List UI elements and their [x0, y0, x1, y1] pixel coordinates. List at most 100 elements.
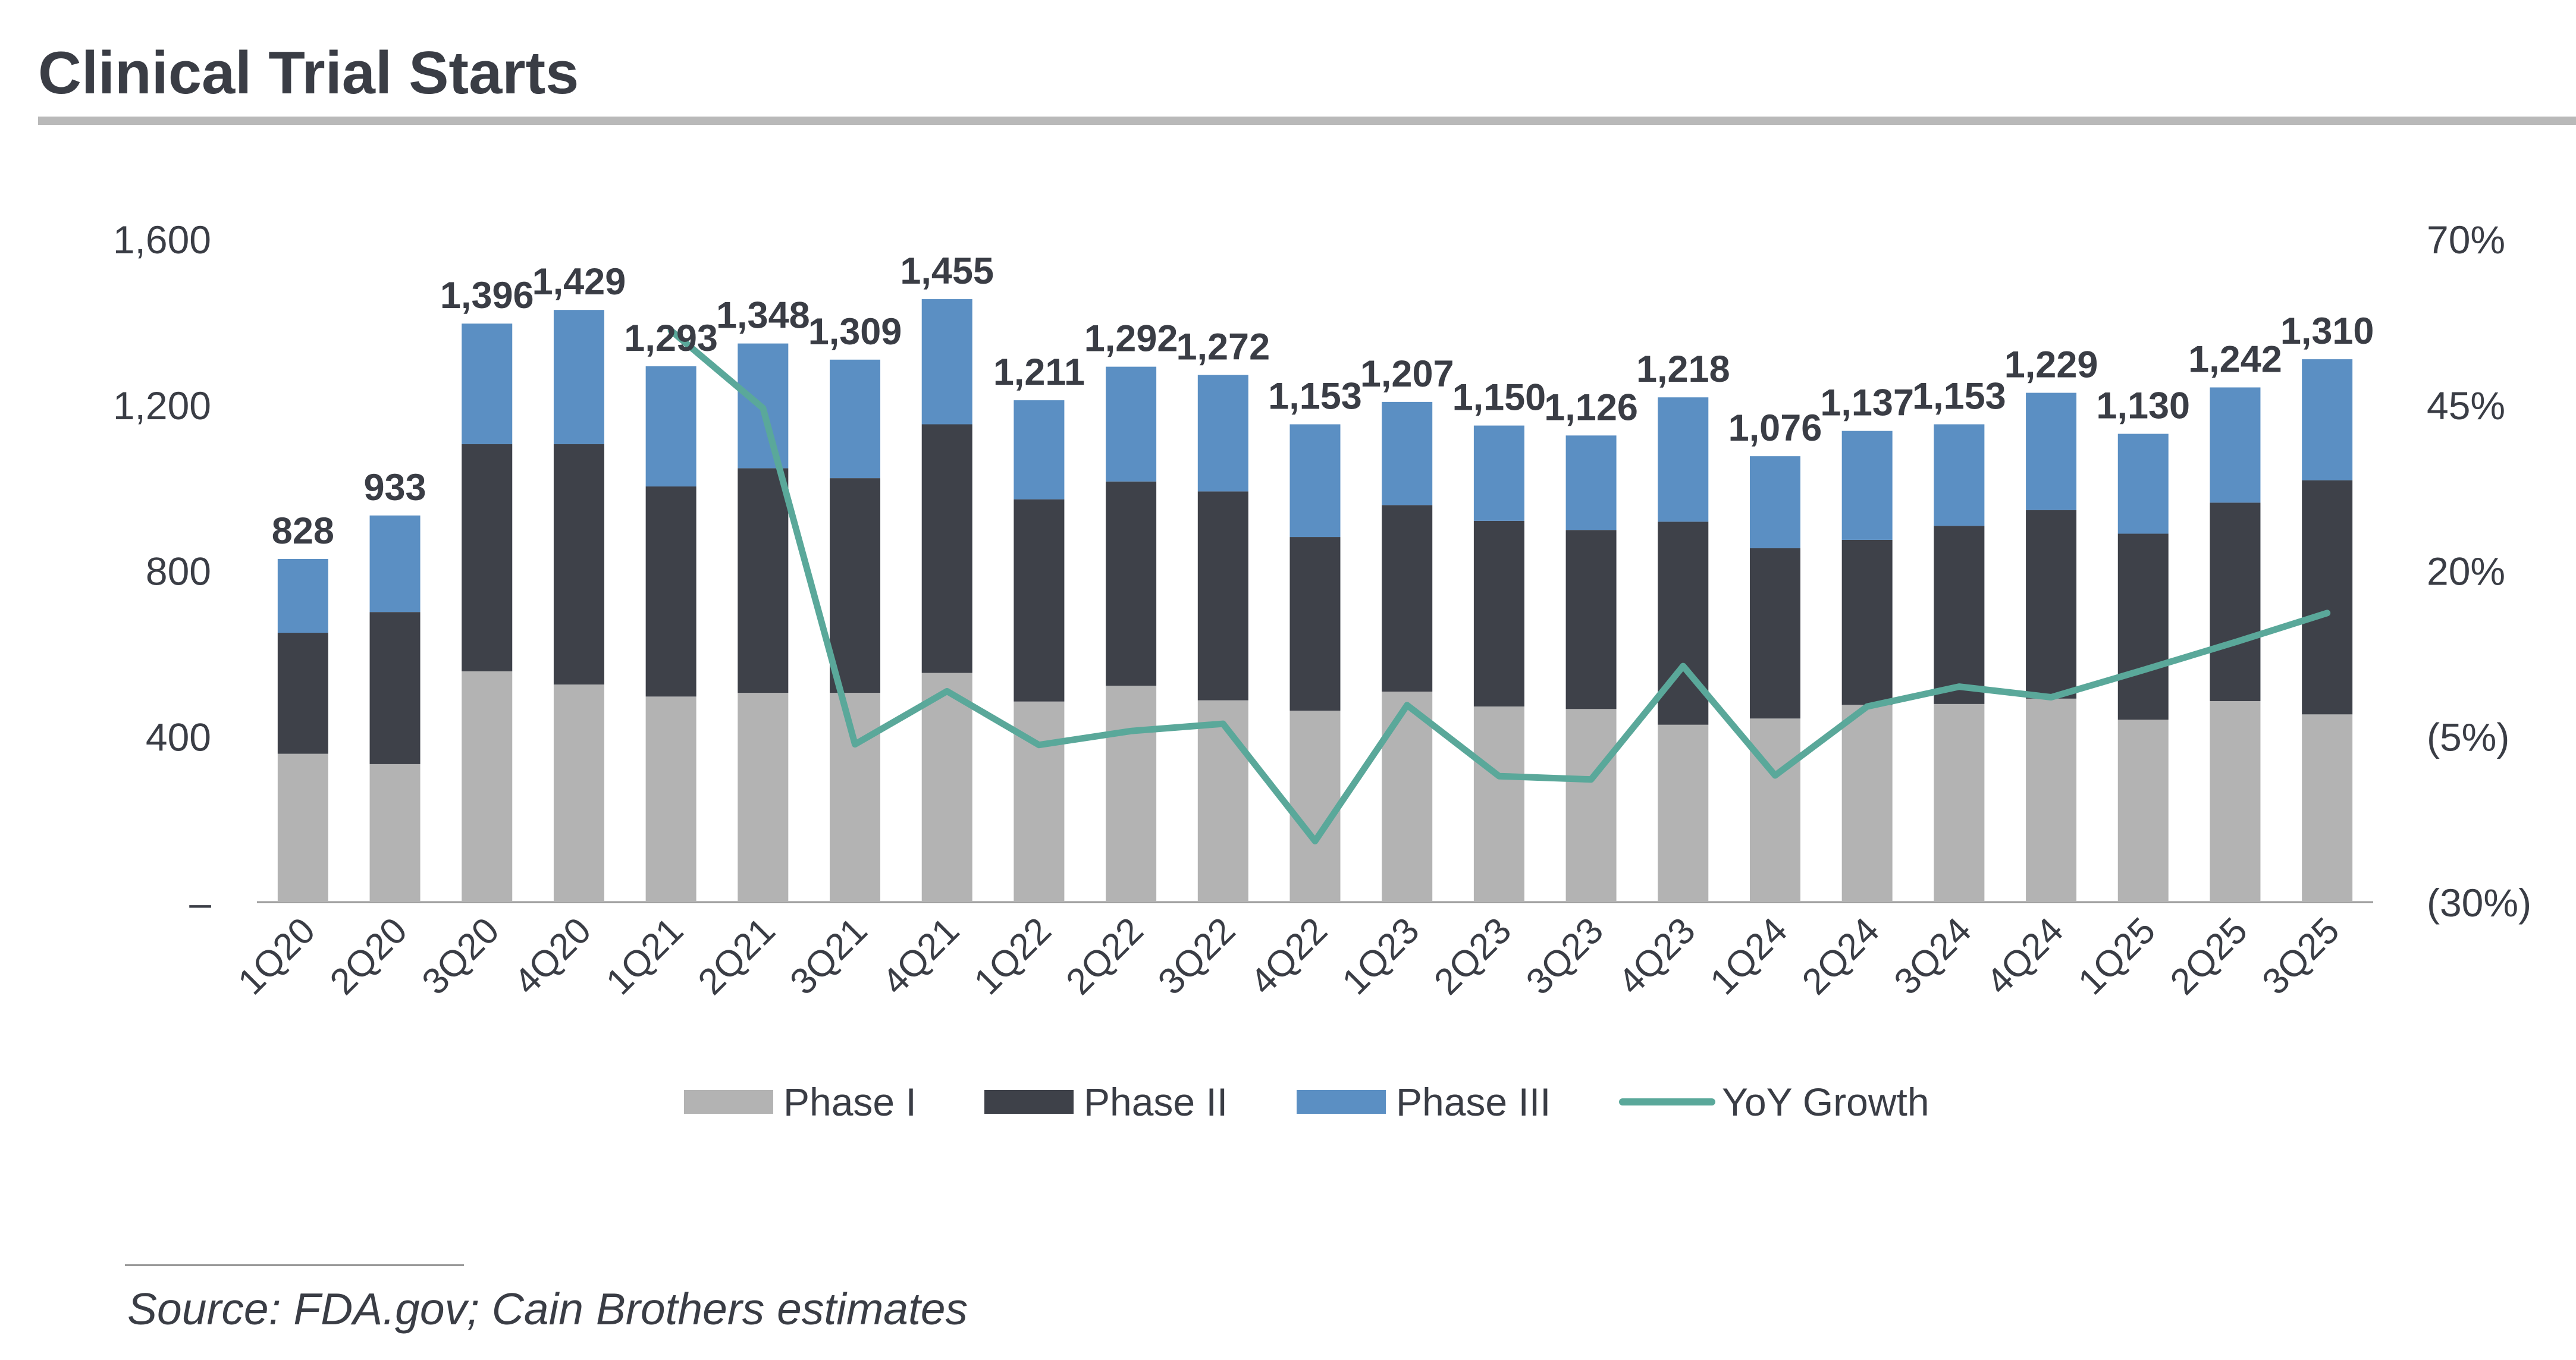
bar-phase-i [1841, 705, 1893, 902]
bar-phase-i [921, 673, 972, 902]
y-left-tick-label: 1,600 [113, 218, 211, 262]
x-tick-label: 1Q20 [230, 910, 323, 1003]
bar-phase-i [1289, 711, 1341, 902]
bar-phase-ii [1382, 505, 1433, 692]
page-title: Clinical Trial Starts [38, 40, 579, 106]
bar-total-label: 1,211 [993, 351, 1085, 393]
bar-phase-i [1473, 706, 1524, 902]
bar-total-label: 1,455 [900, 250, 994, 292]
bar-phase-ii [2210, 502, 2261, 702]
bar-phase-iii [2026, 392, 2077, 510]
bar-phase-i [1106, 686, 1157, 902]
title-divider [38, 117, 2576, 125]
bar-phase-iii [1749, 456, 1800, 548]
bar-total-label: 1,229 [2004, 344, 2098, 386]
bar-phase-i [830, 693, 881, 902]
y-left-tick-label: 800 [146, 549, 211, 593]
bar-phase-ii [1565, 530, 1617, 709]
bar-total-label: 1,218 [1636, 348, 1730, 390]
bar-phase-ii [462, 444, 513, 671]
bar-phase-ii [1658, 522, 1709, 725]
bar-total-label: 1,153 [1912, 376, 2006, 417]
bar-phase-ii [1934, 526, 1985, 704]
bar-phase-ii [277, 633, 328, 754]
bar-phase-ii [2302, 480, 2353, 715]
bar-phase-ii [645, 486, 696, 697]
bar-total-label: 933 [363, 467, 426, 508]
legend-phase-i-swatch [684, 1090, 773, 1114]
x-tick-label: 3Q21 [782, 910, 875, 1003]
bar-total-label: 1,137 [1820, 382, 1914, 424]
bar-total-label: 1,272 [1176, 326, 1270, 368]
bar-total-label: 1,150 [1452, 377, 1546, 419]
bar-phase-i [738, 693, 789, 902]
line-layer [667, 327, 2331, 844]
bar-phase-iii [1473, 425, 1524, 521]
bar-phase-i [2210, 701, 2261, 902]
bar-total-label: 1,076 [1728, 407, 1822, 449]
x-tick-label: 2Q24 [1794, 910, 1887, 1003]
x-tick-label: 4Q24 [1978, 910, 2071, 1003]
bar-total-label: 1,293 [624, 318, 718, 359]
x-tick-label: 3Q25 [2255, 910, 2348, 1003]
bar-total-label: 1,242 [2188, 338, 2282, 380]
x-tick-label: 4Q20 [506, 910, 599, 1003]
bar-phase-i [1382, 691, 1433, 902]
x-tick-label: 4Q23 [1611, 910, 1703, 1003]
x-tick-label: 3Q24 [1887, 910, 1979, 1003]
x-tick-label: 4Q22 [1242, 910, 1335, 1003]
x-tick-label: 1Q21 [598, 910, 691, 1003]
legend-phase-iii-swatch [1297, 1090, 1386, 1114]
bar-total-label: 1,126 [1544, 387, 1638, 428]
bar-total-label: 1,207 [1360, 353, 1454, 395]
x-tick-label: 3Q20 [415, 910, 507, 1003]
bar-phase-i [645, 696, 696, 902]
bar-phase-iii [1014, 400, 1065, 500]
x-tick-label: 2Q25 [2163, 910, 2255, 1003]
bar-phase-i [369, 764, 421, 902]
bar-phase-iii [277, 558, 328, 633]
x-tick-label: 1Q23 [1335, 910, 1427, 1003]
y-left-tick-label: 1,200 [113, 384, 211, 428]
bar-phase-ii [1014, 499, 1065, 702]
legend-yoy-growth-label: YoY Growth [1722, 1080, 1929, 1124]
bar-phase-i [2302, 714, 2353, 902]
x-tick-label: 1Q22 [967, 910, 1059, 1003]
bar-phase-iii [645, 366, 696, 487]
bar-phase-iii [1382, 401, 1433, 505]
bar-total-label: 1,153 [1268, 376, 1362, 417]
y-right-tick-label: 45% [2427, 384, 2505, 428]
bar-total-label: 1,292 [1084, 318, 1178, 360]
bar-phase-iii [1841, 431, 1893, 540]
legend-phase-i-label: Phase I [783, 1080, 917, 1124]
bar-phase-i [1197, 700, 1248, 902]
bar-phase-ii [2026, 510, 2077, 699]
bar-phase-ii [1106, 481, 1157, 686]
y-right-tick-label: 70% [2427, 218, 2505, 262]
bar-phase-ii [830, 478, 881, 693]
bar-phase-ii [1841, 539, 1893, 705]
bar-phase-ii [1749, 548, 1800, 719]
y-left-tick-label: 400 [146, 715, 211, 759]
bar-layer [277, 299, 2353, 902]
bar-phase-i [2117, 720, 2169, 902]
bar-phase-ii [921, 424, 972, 673]
bar-total-label: 1,130 [2096, 385, 2190, 427]
x-tick-label: 2Q23 [1426, 910, 1519, 1003]
bar-phase-ii [553, 444, 604, 685]
x-tick-label: 4Q21 [874, 910, 967, 1003]
bar-phase-ii [1197, 491, 1248, 701]
y-right-tick-label: (30%) [2427, 881, 2531, 925]
legend: Phase I Phase II Phase III YoY Growth [684, 1080, 1929, 1124]
bar-phase-i [553, 684, 604, 902]
source-note: Source: FDA.gov; Cain Brothers estimates [127, 1284, 968, 1334]
bar-phase-i [1934, 703, 1985, 902]
source-divider [125, 1264, 464, 1266]
bar-total-label: 1,396 [440, 275, 534, 316]
bar-phase-iii [830, 359, 881, 479]
bar-phase-i [2026, 698, 2077, 902]
x-tick-label: 2Q20 [322, 910, 415, 1003]
bar-total-label: 1,309 [808, 311, 902, 353]
y-left-tick-label: – [189, 881, 211, 925]
bar-phase-iii [1565, 435, 1617, 530]
